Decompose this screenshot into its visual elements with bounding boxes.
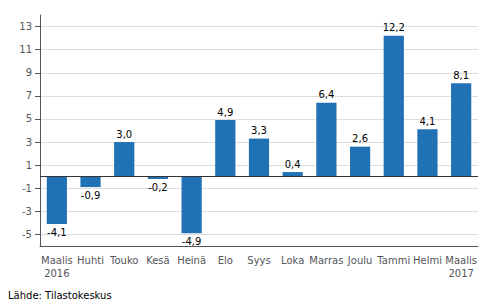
svg-text:3,0: 3,0 [116,129,132,140]
svg-text:-4,9: -4,9 [182,236,202,247]
svg-text:11: 11 [19,44,32,55]
svg-text:Maalis: Maalis [445,255,477,266]
svg-text:Maalis: Maalis [41,255,73,266]
svg-text:2017: 2017 [448,268,473,279]
svg-text:Elo: Elo [218,255,233,266]
svg-text:4,9: 4,9 [217,107,233,118]
svg-text:Huhti: Huhti [77,255,104,266]
svg-text:Heinä: Heinä [177,255,206,266]
svg-text:0,4: 0,4 [285,159,301,170]
svg-text:2016: 2016 [44,268,69,279]
svg-text:12,2: 12,2 [383,22,405,33]
svg-text:Loka: Loka [281,255,304,266]
svg-text:Syys: Syys [247,255,270,266]
svg-text:-5: -5 [22,229,32,240]
svg-text:Kesä: Kesä [146,255,170,266]
svg-text:Touko: Touko [109,255,138,266]
svg-text:7: 7 [26,90,32,101]
svg-text:-4,1: -4,1 [47,227,67,238]
svg-text:Helmi: Helmi [413,255,442,266]
svg-text:-3: -3 [22,206,32,217]
svg-text:2,6: 2,6 [352,133,368,144]
svg-text:Tammi: Tammi [376,255,410,266]
svg-text:8,1: 8,1 [453,70,469,81]
svg-text:-0,2: -0,2 [148,182,168,193]
svg-text:5: 5 [26,113,32,124]
svg-text:3,3: 3,3 [251,125,267,136]
svg-text:Marras: Marras [309,255,343,266]
svg-text:Joulu: Joulu [347,255,373,266]
svg-text:Lähde: Tilastokeskus: Lähde: Tilastokeskus [8,290,112,301]
svg-text:-0,9: -0,9 [81,190,101,201]
svg-text:1: 1 [26,160,32,171]
svg-text:3: 3 [26,137,32,148]
svg-text:4,1: 4,1 [420,116,436,127]
svg-text:13: 13 [19,21,32,32]
svg-text:6,4: 6,4 [318,89,334,100]
svg-text:-1: -1 [22,183,32,194]
svg-text:9: 9 [26,67,32,78]
